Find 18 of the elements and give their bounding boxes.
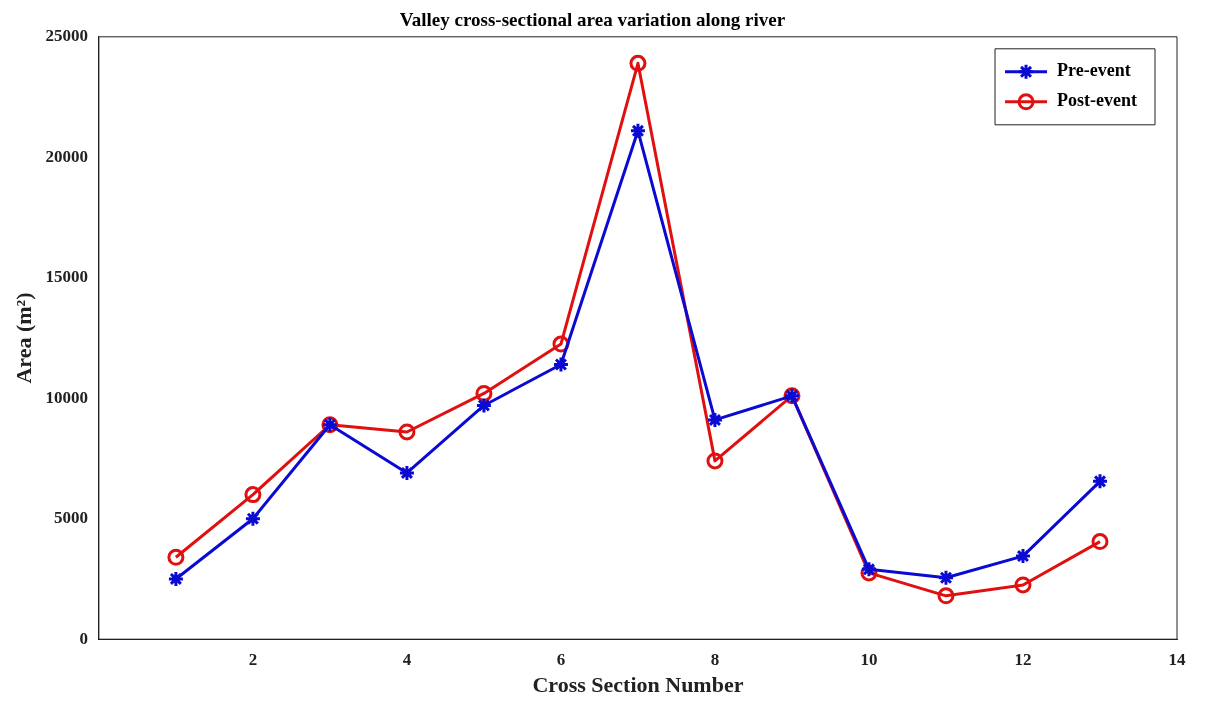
x-axis-title: Cross Section Number (532, 672, 744, 698)
legend-label: Post-event (1057, 90, 1138, 111)
y-tick-label: 15000 (45, 267, 88, 287)
x-tick-label: 14 (1168, 649, 1186, 669)
y-tick-label: 10000 (45, 387, 88, 407)
legend-label: Pre-event (1057, 60, 1131, 81)
x-tick-label: 10 (860, 649, 878, 669)
chart-title: Valley cross-sectional area variation along river (399, 9, 786, 31)
x-tick-label: 12 (1014, 649, 1032, 669)
y-tick-label: 25000 (45, 26, 88, 46)
x-tick-label: 8 (710, 649, 720, 669)
x-tick-label: 4 (402, 649, 412, 669)
x-tick-label: 2 (248, 649, 258, 669)
y-tick-label: 5000 (53, 508, 88, 528)
y-tick-label: 20000 (45, 146, 88, 166)
y-axis-title: Area (m²) (10, 292, 36, 384)
y-tick-label: 0 (79, 628, 88, 648)
x-tick-label: 6 (556, 649, 566, 669)
